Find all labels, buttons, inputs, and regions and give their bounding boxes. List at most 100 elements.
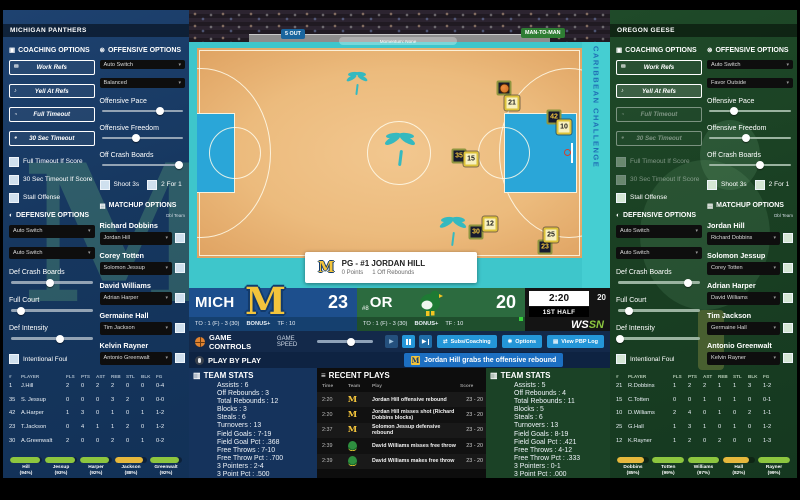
offensive-pace-slider[interactable] — [101, 106, 183, 115]
checkbox-icon[interactable] — [707, 179, 717, 190]
defender-dropdown[interactable]: Jordan Hill ▾ — [99, 231, 172, 245]
court-player-marker[interactable]: 21 — [504, 95, 520, 111]
stall-offense-checkbox[interactable]: Stall Offense — [616, 192, 702, 203]
subs-coaching-button[interactable]: ⇄ Subs/Coaching — [436, 335, 497, 348]
court-player-marker[interactable]: 12 — [482, 216, 498, 232]
slider-knob[interactable] — [755, 160, 764, 169]
dbl-team-checkbox[interactable] — [175, 263, 185, 274]
defense-dropdown-2[interactable]: Auto Switch ▾ — [616, 246, 702, 260]
court-player-marker[interactable]: 30 — [468, 224, 484, 240]
slider-knob[interactable] — [131, 133, 140, 142]
checkbox-icon[interactable] — [616, 156, 626, 167]
intentional-foul-checkbox[interactable]: Intentional Foul — [9, 354, 95, 365]
off-crash-boards-slider[interactable] — [101, 160, 183, 169]
work-refs-button[interactable]: ✉ Work Refs — [9, 60, 95, 75]
pause-button[interactable] — [401, 335, 415, 348]
step-forward-button[interactable]: ▶ — [418, 335, 432, 348]
defender-dropdown[interactable]: Tim Jackson ▾ — [99, 321, 172, 335]
intentional-foul-checkbox[interactable]: Intentional Foul — [616, 354, 702, 365]
checkbox-icon[interactable] — [616, 354, 626, 365]
checkbox-icon[interactable] — [9, 192, 19, 203]
defender-dropdown[interactable]: Kelvin Rayner ▾ — [707, 351, 780, 365]
slider-knob[interactable] — [741, 133, 750, 142]
recent-play-row[interactable]: 2:20 M Jordan Hill offensive rebound 23 … — [317, 392, 486, 408]
defense-dropdown-2[interactable]: Auto Switch ▾ — [9, 246, 95, 260]
slider-knob[interactable] — [683, 278, 692, 287]
full-timeout-button[interactable]: ◔ Full Timeout — [9, 107, 95, 123]
full-court-slider[interactable] — [618, 306, 700, 315]
offense-dropdown-2[interactable]: Favor Outside ▾ — [707, 78, 793, 88]
court-player-marker[interactable]: 25 — [543, 227, 559, 243]
play-button[interactable]: ▶ — [384, 335, 398, 348]
recent-play-row[interactable]: 2:39 David Williams makes free throw 23 … — [317, 453, 486, 469]
full-timeout-if-score-checkbox[interactable]: Full Timeout If Score — [9, 156, 95, 167]
full-timeout-button[interactable]: ◔ Full Timeout — [616, 107, 702, 123]
defender-dropdown[interactable]: Corey Totten ▾ — [707, 261, 780, 275]
stall-offense-checkbox[interactable]: Stall Offense — [9, 192, 95, 203]
slider-knob[interactable] — [46, 278, 55, 287]
checkbox-icon[interactable] — [754, 179, 765, 190]
shoot-3s-checkbox[interactable]: Shoot 3s — [707, 179, 747, 190]
offensive-pace-slider[interactable] — [709, 106, 791, 115]
yell-at-refs-button[interactable]: ♪ Yell At Refs — [9, 83, 95, 99]
court-player-marker[interactable]: 10 — [556, 119, 572, 135]
def-crash-boards-slider[interactable] — [618, 278, 700, 287]
2-for-1-checkbox[interactable]: 2 For 1 — [147, 179, 182, 190]
defender-dropdown[interactable]: Antonio Greenwalt ▾ — [99, 351, 172, 365]
defender-dropdown[interactable]: Germaine Hall ▾ — [707, 321, 780, 335]
def-intensity-slider[interactable] — [616, 334, 700, 343]
checkbox-icon[interactable] — [9, 156, 19, 167]
slider-knob[interactable] — [174, 160, 183, 169]
def-crash-boards-slider[interactable] — [11, 278, 93, 287]
defender-dropdown[interactable]: Adrian Harper ▾ — [99, 291, 172, 305]
def-intensity-slider[interactable] — [11, 334, 93, 343]
options-button[interactable]: ✱ Options — [501, 335, 543, 348]
full-timeout-if-score-checkbox[interactable]: Full Timeout If Score — [616, 156, 702, 167]
defender-dropdown[interactable]: David Williams ▾ — [707, 291, 780, 305]
slider-knob[interactable] — [624, 306, 633, 315]
recent-play-row[interactable]: 2:37 M Solomon Jessup defensive rebound … — [317, 422, 486, 439]
view-pbp-log-button[interactable]: ▤ View PBP Log — [547, 335, 604, 348]
defender-dropdown[interactable]: Richard Dobbins ▾ — [707, 231, 780, 245]
defense-dropdown-1[interactable]: Auto Switch ▾ — [616, 224, 702, 238]
shoot-3s-checkbox[interactable]: Shoot 3s — [99, 179, 139, 190]
checkbox-icon[interactable] — [9, 354, 19, 365]
slider-knob[interactable] — [729, 106, 738, 115]
slider-knob[interactable] — [616, 334, 625, 343]
dbl-team-checkbox[interactable] — [783, 293, 793, 304]
dbl-team-checkbox[interactable] — [783, 323, 793, 334]
30-sec-timeout-button[interactable]: ◕ 30 Sec Timeout — [616, 131, 702, 146]
defense-dropdown-1[interactable]: Auto Switch ▾ — [9, 224, 95, 238]
dbl-team-checkbox[interactable] — [175, 353, 185, 364]
yell-at-refs-button[interactable]: ♪ Yell At Refs — [616, 83, 702, 99]
recent-play-row[interactable]: 2:39 David Williams misses free throw 23… — [317, 438, 486, 454]
30-sec-timeout-button[interactable]: ◕ 30 Sec Timeout — [9, 131, 95, 146]
dbl-team-checkbox[interactable] — [783, 263, 793, 274]
off-crash-boards-slider[interactable] — [709, 160, 791, 169]
dbl-team-checkbox[interactable] — [175, 233, 185, 244]
offense-dropdown-1[interactable]: Auto Switch ▾ — [707, 60, 793, 70]
checkbox-icon[interactable] — [616, 174, 626, 185]
dbl-team-checkbox[interactable] — [175, 293, 185, 304]
court-player-marker[interactable]: 15 — [463, 151, 479, 167]
offensive-freedom-slider[interactable] — [709, 133, 791, 142]
dbl-team-checkbox[interactable] — [175, 323, 185, 334]
defender-dropdown[interactable]: Solomon Jessup ▾ — [99, 261, 172, 275]
court-player-marker[interactable] — [496, 80, 512, 96]
game-speed-slider[interactable] — [317, 337, 373, 346]
checkbox-icon[interactable] — [9, 174, 19, 185]
offensive-freedom-slider[interactable] — [101, 133, 183, 142]
slider-knob[interactable] — [347, 337, 356, 346]
slider-knob[interactable] — [156, 106, 165, 115]
slider-knob[interactable] — [16, 306, 25, 315]
offense-dropdown-2[interactable]: Balanced ▾ — [99, 78, 185, 88]
work-refs-button[interactable]: ✉ Work Refs — [616, 60, 702, 75]
30-sec-timeout-if-score-checkbox[interactable]: 30 Sec Timeout If Score — [9, 174, 95, 185]
recent-play-row[interactable]: 2:20 M Jordan Hill misses shot (Richard … — [317, 407, 486, 423]
full-court-slider[interactable] — [11, 306, 93, 315]
checkbox-icon[interactable] — [99, 179, 110, 190]
dbl-team-checkbox[interactable] — [783, 353, 793, 364]
slider-knob[interactable] — [55, 334, 64, 343]
dbl-team-checkbox[interactable] — [783, 233, 793, 244]
2-for-1-checkbox[interactable]: 2 For 1 — [754, 179, 789, 190]
